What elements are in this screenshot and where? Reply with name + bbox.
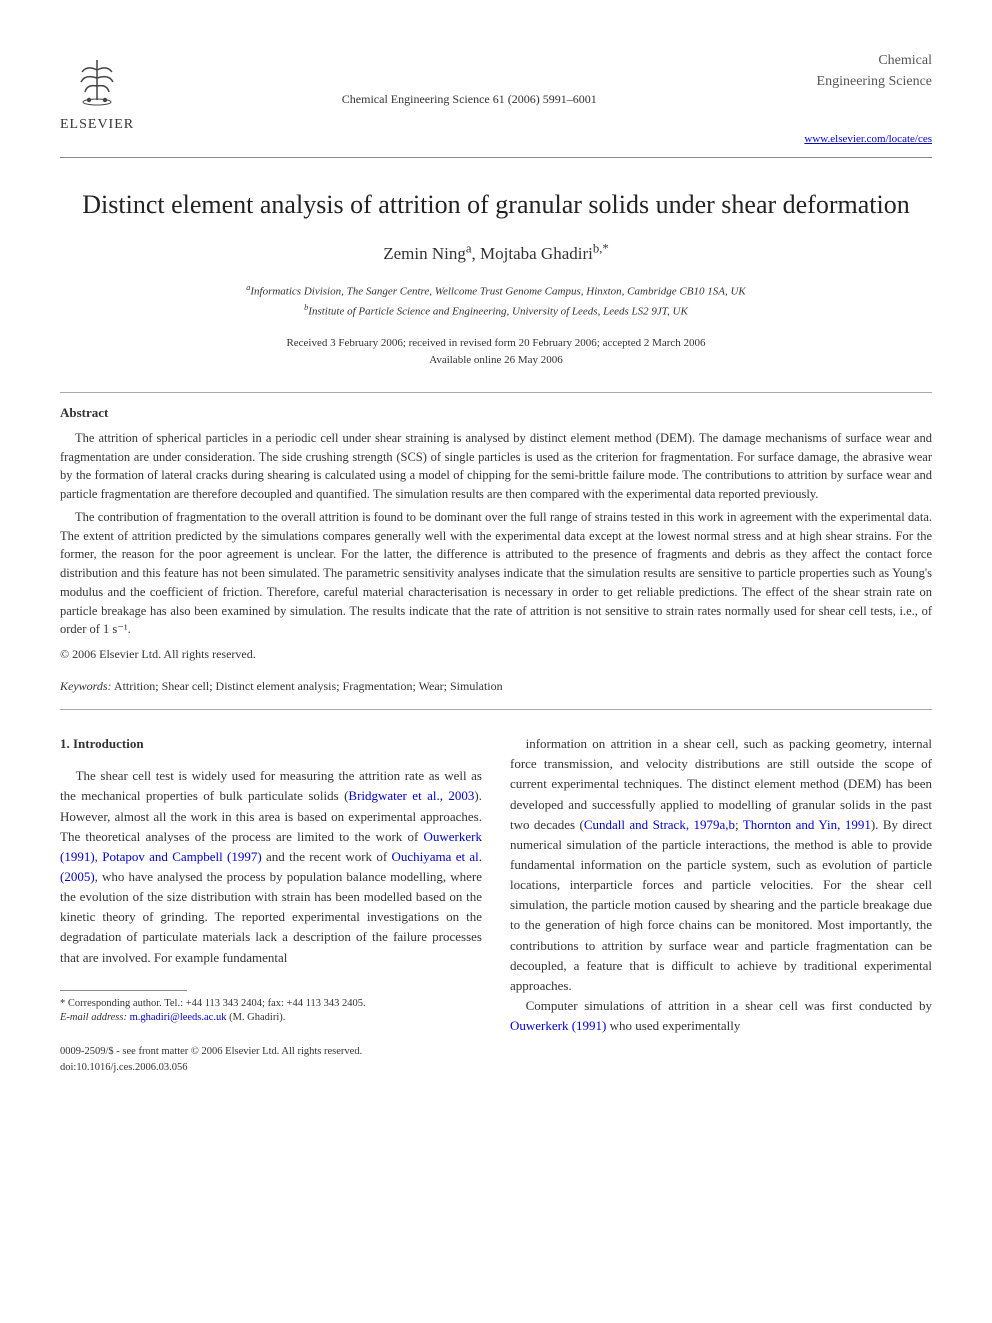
intro-para-right-2: Computer simulations of attrition in a s… (510, 996, 932, 1036)
footer-block: 0009-2509/$ - see front matter © 2006 El… (60, 1044, 482, 1077)
issn-line: 0009-2509/$ - see front matter © 2006 El… (60, 1044, 482, 1060)
email-line: E-mail address: m.ghadiri@leeds.ac.uk (M… (60, 1011, 482, 1026)
elsevier-tree-icon (67, 50, 127, 110)
authors-line: Zemin Ninga, Mojtaba Ghadirib,* (60, 240, 932, 267)
affiliations-block: aInformatics Division, The Sanger Centre… (60, 281, 932, 322)
intro-para-left: The shear cell test is widely used for m… (60, 766, 482, 967)
journal-title-block: Chemical Engineering Science www.elsevie… (804, 50, 932, 149)
corresponding-email-link[interactable]: m.ghadiri@leeds.ac.uk (130, 1012, 227, 1023)
section-1-heading: 1. Introduction (60, 734, 482, 754)
received-date: Received 3 February 2006; received in re… (60, 335, 932, 352)
abstract-heading: Abstract (60, 403, 932, 423)
author-1: Zemin Ninga (383, 244, 471, 263)
abstract-copyright: © 2006 Elsevier Ltd. All rights reserved… (60, 645, 932, 663)
publisher-name: ELSEVIER (60, 114, 134, 135)
online-date: Available online 26 May 2006 (60, 352, 932, 369)
author-2: Mojtaba Ghadirib,* (480, 244, 609, 263)
left-column: 1. Introduction The shear cell test is w… (60, 734, 482, 1076)
doi-line: doi:10.1016/j.ces.2006.03.056 (60, 1060, 482, 1076)
right-column: information on attrition in a shear cell… (510, 734, 932, 1076)
page-header: ELSEVIER Chemical Engineering Science 61… (60, 50, 932, 149)
corresponding-author-line: * Corresponding author. Tel.: +44 113 34… (60, 997, 482, 1012)
abstract-body: The attrition of spherical particles in … (60, 429, 932, 639)
footnote-separator (60, 990, 187, 991)
abstract-section: Abstract The attrition of spherical part… (60, 403, 932, 663)
publisher-block: ELSEVIER (60, 50, 134, 135)
paper-title: Distinct element analysis of attrition o… (60, 188, 932, 222)
body-columns: 1. Introduction The shear cell test is w… (60, 734, 932, 1076)
header-rule (60, 157, 932, 158)
abstract-top-rule (60, 392, 932, 393)
affiliation-b: bInstitute of Particle Science and Engin… (60, 301, 932, 321)
corresponding-footnote: * Corresponding author. Tel.: +44 113 34… (60, 997, 482, 1026)
abstract-para-1: The attrition of spherical particles in … (60, 429, 932, 504)
journal-name-line1: Chemical (804, 50, 932, 71)
keywords-label: Keywords: (60, 679, 112, 693)
abstract-para-2: The contribution of fragmentation to the… (60, 508, 932, 639)
intro-para-right-1: information on attrition in a shear cell… (510, 734, 932, 996)
dates-block: Received 3 February 2006; received in re… (60, 335, 932, 368)
journal-url-link[interactable]: www.elsevier.com/locate/ces (804, 133, 932, 145)
journal-reference: Chemical Engineering Science 61 (2006) 5… (134, 50, 804, 108)
journal-name-line2: Engineering Science (804, 71, 932, 92)
keywords-text: Attrition; Shear cell; Distinct element … (114, 679, 503, 693)
keywords-line: Keywords: Attrition; Shear cell; Distinc… (60, 677, 932, 695)
affiliation-a: aInformatics Division, The Sanger Centre… (60, 281, 932, 301)
abstract-bottom-rule (60, 709, 932, 710)
